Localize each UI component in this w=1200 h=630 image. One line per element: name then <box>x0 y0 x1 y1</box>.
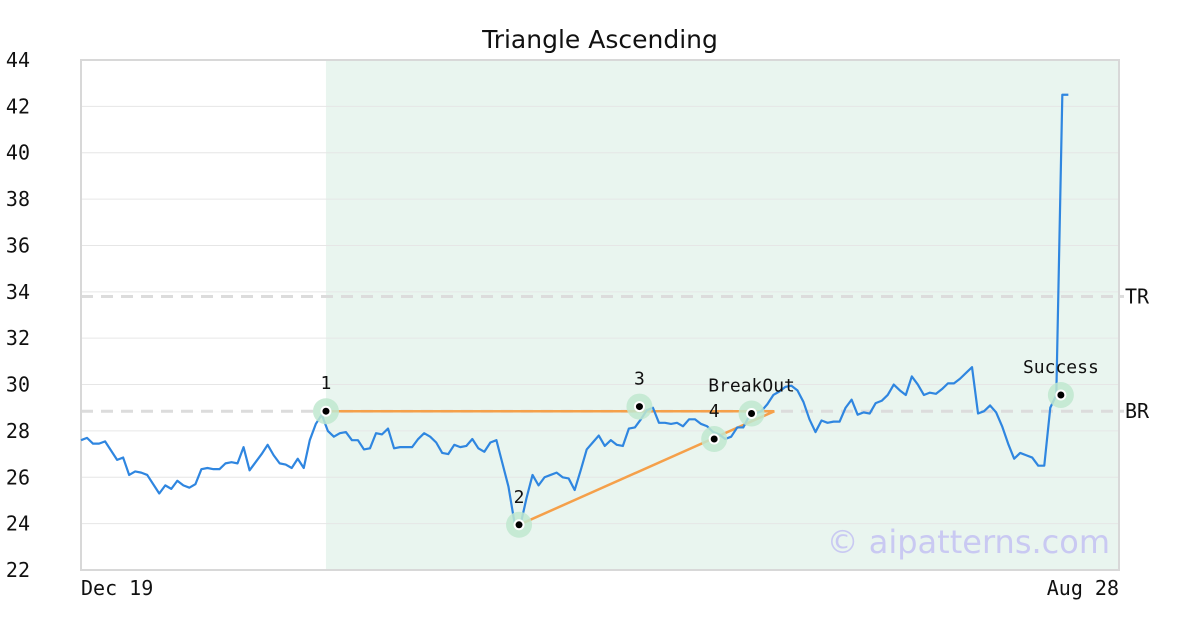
y-tick-label: 44 <box>6 48 30 72</box>
level-label-br: BR <box>1125 399 1150 423</box>
point-marker <box>710 435 718 443</box>
trend-lines <box>325 409 775 526</box>
trend-line <box>518 410 775 526</box>
y-tick-label: 32 <box>6 326 30 350</box>
y-tick-label: 40 <box>6 141 30 165</box>
y-tick-label: 30 <box>6 373 30 397</box>
pattern-shade <box>325 60 1119 570</box>
watermark: © aipatterns.com <box>827 523 1110 561</box>
plot-frame <box>80 59 1120 571</box>
y-axis: 22 24 26 28 30 32 34 36 38 40 42 44 <box>6 48 30 582</box>
y-tick-label: 36 <box>6 233 30 257</box>
point-label: 3 <box>634 369 645 390</box>
point-label: 2 <box>514 487 525 508</box>
x-tick-label: Dec 19 <box>81 576 153 600</box>
x-tick-label: Aug 28 <box>1047 576 1119 600</box>
y-tick-label: 42 <box>6 94 30 118</box>
pattern-points: 1 2 3 4 BreakOut Success <box>312 357 1099 538</box>
price-line <box>80 93 1069 526</box>
point-marker <box>635 403 643 411</box>
point-label: 4 <box>709 401 720 422</box>
level-label-tr: TR <box>1125 284 1150 308</box>
chart-title: Triangle Ascending <box>481 25 718 54</box>
point-label: BreakOut <box>708 376 795 397</box>
y-tick-label: 28 <box>6 419 30 443</box>
y-tick-label: 34 <box>6 280 30 304</box>
point-marker <box>1057 391 1065 399</box>
point-label: 1 <box>321 373 332 394</box>
point-marker <box>322 407 330 415</box>
y-tick-label: 38 <box>6 187 30 211</box>
x-axis: Dec 19 Aug 28 <box>81 576 1119 600</box>
y-tick-label: 26 <box>6 465 30 489</box>
y-tick-label: 22 <box>6 558 30 582</box>
point-label: Success <box>1023 357 1099 378</box>
point-marker <box>515 521 523 529</box>
point-marker <box>748 410 756 418</box>
y-tick-label: 24 <box>6 512 30 536</box>
